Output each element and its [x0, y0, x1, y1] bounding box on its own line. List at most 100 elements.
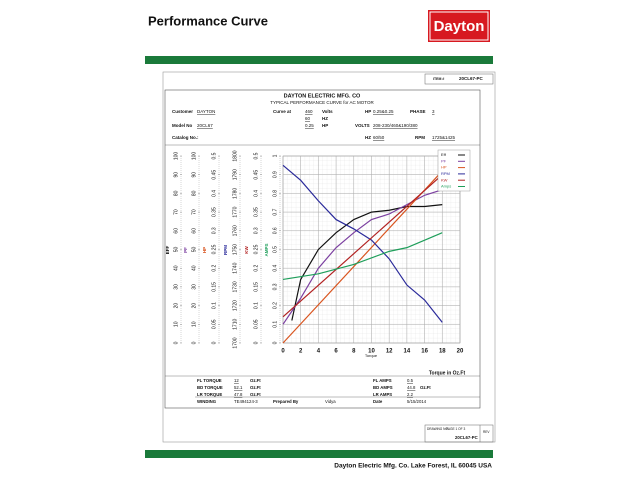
y-axis-title: KW [244, 246, 249, 254]
field-text: 60 [305, 116, 311, 121]
y-tick-label: 0 [191, 341, 197, 344]
label: 44.8 [407, 385, 416, 390]
x-axis-label: Torque [365, 353, 378, 358]
field-text: 60/50 [373, 135, 385, 140]
label: FL AMPS [373, 378, 392, 383]
y-tick-label: 100 [191, 152, 197, 161]
y-tick-label: 50 [173, 247, 179, 253]
y-tick-label: 0.3 [253, 227, 259, 234]
label: 52.1 [234, 385, 243, 390]
footer: Dayton Electric Mfg. Co. Lake Forest, IL… [334, 463, 492, 470]
y-tick-label: 0.2 [253, 265, 259, 272]
label: WINDING [197, 399, 217, 404]
x-tick-label: 18 [439, 349, 446, 355]
y-tick-label: 0 [272, 341, 278, 344]
y-tick-label: 90 [173, 172, 179, 178]
label: 47.8 [234, 392, 243, 397]
y-tick-label: 0.5 [253, 152, 259, 159]
x-tick-label: 10 [368, 349, 375, 355]
x-tick-label: 2 [299, 349, 303, 355]
y-tick-label: 50 [191, 247, 197, 253]
y-tick-label: 0.8 [272, 190, 278, 197]
legend-label: RPM [441, 171, 450, 176]
label: BD AMPS [373, 385, 393, 390]
y-tick-label: 0.35 [253, 207, 259, 217]
green-bar [145, 450, 493, 458]
y-tick-label: 0.6 [272, 227, 278, 234]
label: BD TORQUE [197, 385, 223, 390]
label: Oz.Ft [250, 378, 261, 383]
y-tick-label: 30 [173, 284, 179, 290]
legend-label: Eff [441, 152, 447, 157]
y-tick-label: 0.05 [211, 319, 217, 329]
field-text: Volts [322, 109, 333, 114]
legend-label: PF [441, 158, 447, 163]
x-tick-label: 8 [352, 349, 356, 355]
y-tick-label: 1790 [232, 169, 238, 180]
legend-label: Amps [441, 184, 451, 189]
y-tick-label: 100 [173, 152, 179, 161]
y-tick-label: 1750 [232, 244, 238, 255]
field-text: 20CL67 [197, 123, 213, 128]
legend-box [437, 149, 471, 192]
label: TE494124-3 [234, 399, 258, 404]
series-line [282, 174, 443, 318]
y-tick-label: 1 [272, 154, 278, 157]
y-tick-label: 40 [191, 265, 197, 271]
x-tick-label: 6 [334, 349, 338, 355]
label: LR TORQUE [197, 392, 222, 397]
sheet-frame [162, 71, 496, 443]
field-text: 3 [432, 109, 435, 114]
y-tick-label: 0.1 [211, 302, 217, 309]
y-tick-label: 0.4 [253, 190, 259, 197]
field-text: RPM [415, 135, 425, 140]
label: PAGE 1 OF 3 [446, 427, 465, 431]
field-text: 0.25 [305, 123, 314, 128]
series-line [282, 232, 443, 281]
label: Oz.Ft [250, 392, 261, 397]
y-axis-title: HP [202, 247, 207, 253]
label: 2.2 [407, 392, 414, 397]
y-tick-label: 0.4 [211, 190, 217, 197]
x-tick-label: 14 [404, 349, 411, 355]
sheet-subtitle: TYPICAL PERFORMANCE CURVE for AC MOTOR [270, 100, 374, 105]
y-tick-label: 1760 [232, 225, 238, 236]
label: 0.5 [407, 378, 414, 383]
y-tick-label: 1780 [232, 188, 238, 199]
y-tick-label: 0.9 [272, 171, 278, 178]
y-tick-label: 0.05 [253, 319, 259, 329]
field-text: 460 [305, 109, 313, 114]
series-line [282, 164, 443, 323]
label: Oz.Ft [250, 385, 261, 390]
y-tick-label: 10 [191, 321, 197, 327]
series-line [291, 204, 443, 321]
y-tick-label: 0.5 [211, 152, 217, 159]
logo: Dayton [434, 18, 485, 35]
green-bar [145, 56, 493, 64]
y-tick-label: 0.7 [272, 208, 278, 215]
y-tick-label: 20 [173, 303, 179, 309]
label: DRAWING NO. [427, 427, 449, 431]
y-tick-label: 0.45 [253, 170, 259, 180]
field-text: Curve at [273, 109, 292, 114]
legend-label: KW [441, 177, 448, 182]
x-tick-label: 12 [386, 349, 393, 355]
label: Prepared By [273, 399, 299, 404]
item-box [424, 73, 494, 85]
label: 20CL67-PC [455, 435, 478, 440]
y-tick-label: 0 [211, 341, 217, 344]
field-text: VOLTS [355, 123, 370, 128]
label: FL TORQUE [197, 378, 222, 383]
label: ITEM # [433, 77, 444, 81]
sheet-title: DAYTON ELECTRIC MFG. CO [284, 93, 361, 99]
x-tick-label: 0 [281, 349, 285, 355]
field-text: 1725&1425 [432, 135, 456, 140]
logo-border [429, 11, 489, 41]
y-tick-label: 80 [191, 190, 197, 196]
label: Date [373, 399, 383, 404]
y-tick-label: 0.5 [272, 246, 278, 253]
field-text: 0.25&0.25 [373, 109, 394, 114]
page-title: Performance Curve [148, 13, 268, 28]
x-tick-label: 20 [457, 349, 464, 355]
